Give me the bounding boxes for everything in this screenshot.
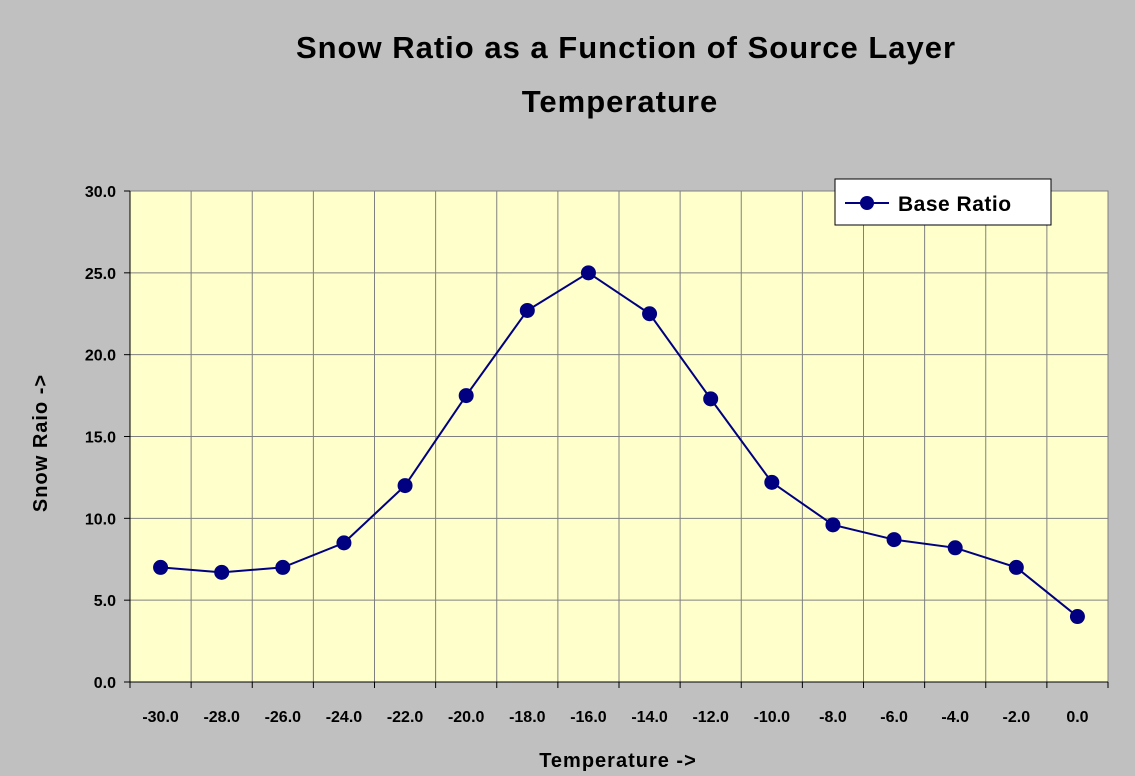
x-tick-label: -14.0 <box>631 709 668 726</box>
x-tick-label: 0.0 <box>1066 709 1088 726</box>
grid-lines <box>130 190 1108 682</box>
x-tick-labels: -30.0 -28.0 -26.0 -24.0 -22.0 -20.0 -18.0 -16.0… <box>142 709 1088 726</box>
y-tick-label: 5.0 <box>94 593 116 610</box>
y-axis-label: Snow Raio -> <box>30 374 52 512</box>
x-tick-label: -12.0 <box>692 709 729 726</box>
x-tick-label: -28.0 <box>203 709 240 726</box>
x-tick-label: -8.0 <box>819 709 847 726</box>
data-point-base-ratio <box>947 540 963 556</box>
data-point-base-ratio <box>642 306 658 322</box>
data-point-base-ratio <box>825 517 841 533</box>
x-tick-label: -10.0 <box>754 709 791 726</box>
y-tick-label: 20.0 <box>85 348 116 365</box>
x-tick-label: -6.0 <box>880 709 908 726</box>
legend: Base Ratio <box>834 178 1052 226</box>
data-point-base-ratio <box>458 388 474 404</box>
y-tick-label: 15.0 <box>85 430 116 447</box>
data-point-base-ratio <box>886 532 902 548</box>
data-point-base-ratio <box>580 265 596 281</box>
data-point-base-ratio <box>153 559 169 575</box>
x-tick-label: -16.0 <box>570 709 607 726</box>
x-tick-label: -30.0 <box>142 709 179 726</box>
chart-title-line-1: Snow Ratio as a Function of Source Layer <box>296 30 956 65</box>
x-tick-label: -26.0 <box>265 709 302 726</box>
x-tick-label: -24.0 <box>326 709 363 726</box>
data-point-base-ratio <box>397 478 413 494</box>
x-tick-label: -4.0 <box>941 709 969 726</box>
legend-entry-base-ratio: Base Ratio <box>898 193 1012 216</box>
y-tick-labels: 0.0 5.0 10.0 15.0 20.0 25.0 30.0 <box>85 184 116 692</box>
x-axis-label: Temperature -> <box>539 750 697 772</box>
data-point-base-ratio <box>275 559 291 575</box>
data-point-base-ratio <box>1069 609 1085 625</box>
x-tick-label: -20.0 <box>448 709 485 726</box>
data-point-base-ratio <box>214 564 230 580</box>
chart-title-line-2: Temperature <box>522 84 719 119</box>
y-tick-label: 0.0 <box>94 675 116 692</box>
y-tick-label: 10.0 <box>85 511 116 528</box>
data-point-base-ratio <box>703 391 719 407</box>
x-tick-label: -18.0 <box>509 709 546 726</box>
data-point-base-ratio <box>764 474 780 490</box>
x-tick-label: -2.0 <box>1003 709 1031 726</box>
data-point-base-ratio <box>336 535 352 551</box>
x-tick-label: -22.0 <box>387 709 424 726</box>
y-tick-label: 30.0 <box>85 184 116 201</box>
data-point-base-ratio <box>519 302 535 318</box>
axes <box>124 190 1109 688</box>
series-line-base-ratio <box>160 271 1079 618</box>
data-point-base-ratio <box>1008 559 1024 575</box>
y-tick-label: 25.0 <box>85 266 116 283</box>
legend-point-marker <box>860 196 874 210</box>
series-base-ratio <box>153 265 1085 625</box>
